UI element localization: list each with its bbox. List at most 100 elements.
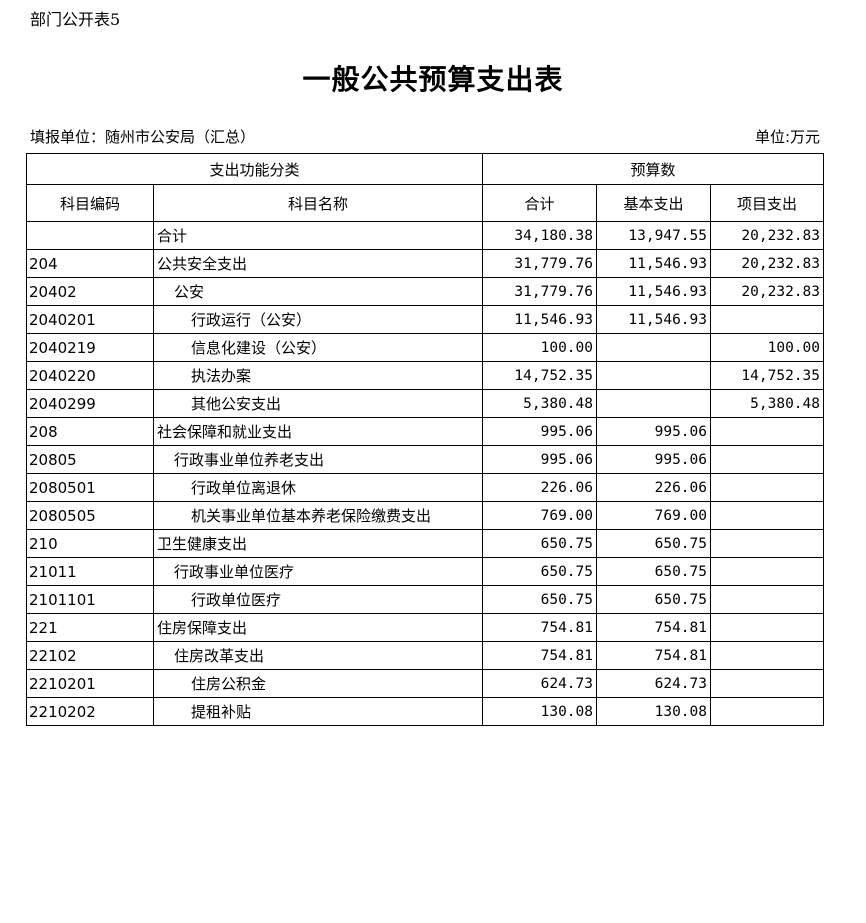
project-cell (710, 501, 824, 530)
reporting-unit: 填报单位：随州市公安局（汇总） (30, 128, 256, 146)
header-basic: 基本支出 (596, 184, 711, 222)
total-cell: 650.75 (482, 557, 597, 586)
total-cell: 100.00 (482, 333, 597, 362)
name-cell: 公共安全支出 (153, 249, 483, 278)
header-budget: 预算数 (482, 153, 824, 185)
code-cell: 2210201 (26, 669, 154, 698)
page-title: 一般公共预算支出表 (302, 63, 564, 96)
project-cell: 100.00 (710, 333, 824, 362)
total-cell: 650.75 (482, 585, 597, 614)
basic-cell: 226.06 (596, 473, 711, 502)
table-row: 2040220 执法办案 14,752.35 14,752.35 (26, 361, 824, 390)
total-cell: 130.08 (482, 697, 597, 726)
project-cell (710, 473, 824, 502)
name-cell: 行政事业单位养老支出 (153, 445, 483, 474)
project-cell (710, 641, 824, 670)
name-cell: 其他公安支出 (153, 389, 483, 418)
header-total: 合计 (482, 184, 597, 222)
project-cell: 20,232.83 (710, 277, 824, 306)
name-cell: 卫生健康支出 (153, 529, 483, 558)
code-cell: 208 (26, 417, 154, 446)
code-cell: 2101101 (26, 585, 154, 614)
total-cell: 34,180.38 (482, 221, 597, 250)
name-cell: 行政单位离退休 (153, 473, 483, 502)
basic-cell (596, 333, 711, 362)
table-row: 2080501 行政单位离退休 226.06 226.06 (26, 473, 824, 502)
basic-cell: 754.81 (596, 641, 711, 670)
name-cell: 行政事业单位医疗 (153, 557, 483, 586)
total-cell: 995.06 (482, 445, 597, 474)
name-cell: 行政运行（公安） (153, 305, 483, 334)
total-cell: 995.06 (482, 417, 597, 446)
header-code: 科目编码 (26, 184, 154, 222)
table-row: 2040299 其他公安支出 5,380.48 5,380.48 (26, 389, 824, 418)
total-cell: 5,380.48 (482, 389, 597, 418)
total-cell: 650.75 (482, 529, 597, 558)
table-row: 2040219 信息化建设（公安） 100.00 100.00 (26, 333, 824, 362)
code-cell: 21011 (26, 557, 154, 586)
project-cell (710, 557, 824, 586)
project-cell: 20,232.83 (710, 249, 824, 278)
basic-cell: 769.00 (596, 501, 711, 530)
name-cell: 合计 (153, 221, 483, 250)
code-cell: 2040299 (26, 389, 154, 418)
basic-cell: 11,546.93 (596, 249, 711, 278)
name-cell: 公安 (153, 277, 483, 306)
table-row: 210 卫生健康支出 650.75 650.75 (26, 529, 824, 558)
name-cell: 机关事业单位基本养老保险缴费支出 (153, 501, 483, 530)
table-row: 204 公共安全支出 31,779.76 11,546.93 20,232.83 (26, 249, 824, 278)
code-cell: 2080505 (26, 501, 154, 530)
header-row-group: 支出功能分类 预算数 (26, 153, 824, 185)
name-cell: 住房改革支出 (153, 641, 483, 670)
name-cell: 执法办案 (153, 361, 483, 390)
code-cell: 2210202 (26, 697, 154, 726)
code-cell: 20402 (26, 277, 154, 306)
code-cell: 204 (26, 249, 154, 278)
basic-cell: 11,546.93 (596, 305, 711, 334)
document-label: 部门公开表5 (30, 10, 121, 29)
project-cell (710, 445, 824, 474)
code-cell: 2080501 (26, 473, 154, 502)
code-cell: 2040220 (26, 361, 154, 390)
table-row: 20805 行政事业单位养老支出 995.06 995.06 (26, 445, 824, 474)
name-cell: 行政单位医疗 (153, 585, 483, 614)
project-cell (710, 305, 824, 334)
table-row: 221 住房保障支出 754.81 754.81 (26, 613, 824, 642)
project-cell: 5,380.48 (710, 389, 824, 418)
code-cell: 210 (26, 529, 154, 558)
total-cell: 624.73 (482, 669, 597, 698)
basic-cell: 650.75 (596, 585, 711, 614)
project-cell: 14,752.35 (710, 361, 824, 390)
table-row: 21011 行政事业单位医疗 650.75 650.75 (26, 557, 824, 586)
total-cell: 11,546.93 (482, 305, 597, 334)
budget-table: 支出功能分类 预算数 科目编码 科目名称 合计 基本支出 项目支出 合计 34,1… (26, 153, 824, 726)
name-cell: 社会保障和就业支出 (153, 417, 483, 446)
table-row: 2040201 行政运行（公安） 11,546.93 11,546.93 (26, 305, 824, 334)
name-cell: 提租补贴 (153, 697, 483, 726)
basic-cell: 650.75 (596, 557, 711, 586)
table-row: 2101101 行政单位医疗 650.75 650.75 (26, 585, 824, 614)
table-row: 20402 公安 31,779.76 11,546.93 20,232.83 (26, 277, 824, 306)
project-cell (710, 669, 824, 698)
project-cell (710, 529, 824, 558)
basic-cell: 13,947.55 (596, 221, 711, 250)
total-cell: 769.00 (482, 501, 597, 530)
project-cell (710, 697, 824, 726)
project-cell (710, 613, 824, 642)
code-cell: 20805 (26, 445, 154, 474)
project-cell (710, 585, 824, 614)
header-name: 科目名称 (153, 184, 483, 222)
code-cell: 2040219 (26, 333, 154, 362)
header-project: 项目支出 (710, 184, 824, 222)
project-cell: 20,232.83 (710, 221, 824, 250)
basic-cell (596, 361, 711, 390)
table-row: 2210202 提租补贴 130.08 130.08 (26, 697, 824, 726)
code-cell: 2040201 (26, 305, 154, 334)
project-cell (710, 417, 824, 446)
table-row: 22102 住房改革支出 754.81 754.81 (26, 641, 824, 670)
currency-unit: 单位:万元 (754, 128, 820, 146)
total-cell: 754.81 (482, 613, 597, 642)
basic-cell: 754.81 (596, 613, 711, 642)
basic-cell: 11,546.93 (596, 277, 711, 306)
basic-cell (596, 389, 711, 418)
